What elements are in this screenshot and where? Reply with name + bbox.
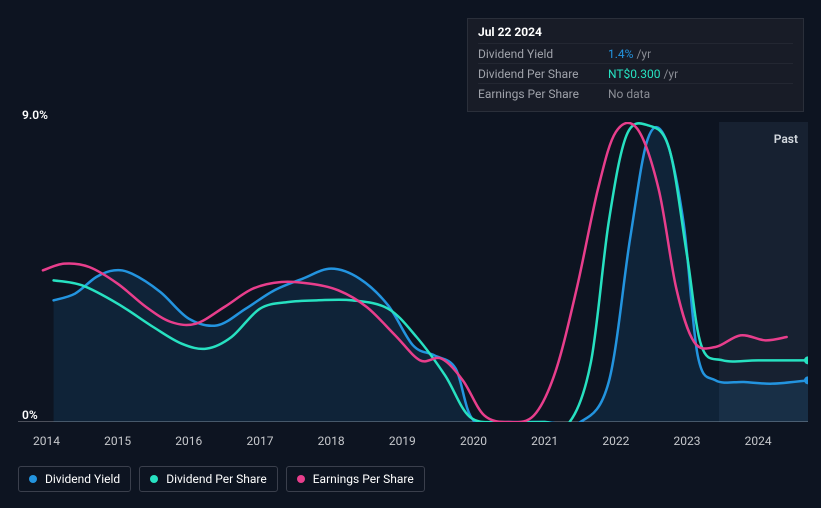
x-axis-tick-label: 2020 bbox=[460, 434, 487, 448]
tooltip-row: Dividend Yield1.4%/yr bbox=[478, 43, 793, 63]
tooltip-row-value: 1.4% bbox=[608, 45, 633, 63]
x-axis-tick-label: 2022 bbox=[602, 434, 629, 448]
tooltip-row-suffix: /yr bbox=[663, 65, 678, 83]
y-axis-tick-max: 9.0% bbox=[22, 108, 48, 122]
chart-tooltip: Jul 22 2024 Dividend Yield1.4%/yrDividen… bbox=[467, 18, 804, 112]
x-axis-tick-label: 2017 bbox=[246, 434, 273, 448]
x-axis-tick-label: 2018 bbox=[318, 434, 345, 448]
x-axis-tick-label: 2019 bbox=[389, 434, 416, 448]
legend-dot-icon bbox=[150, 475, 158, 483]
legend-dot-icon bbox=[29, 475, 37, 483]
tooltip-row-label: Dividend Yield bbox=[478, 45, 608, 63]
legend-item[interactable]: Dividend Per Share bbox=[139, 466, 278, 492]
tooltip-row-label: Dividend Per Share bbox=[478, 65, 608, 83]
legend-item[interactable]: Dividend Yield bbox=[18, 466, 131, 492]
x-axis-tick-label: 2015 bbox=[104, 434, 131, 448]
tooltip-row-label: Earnings Per Share bbox=[478, 85, 608, 103]
tooltip-row-value: No data bbox=[608, 85, 650, 103]
legend-item-label: Dividend Yield bbox=[45, 472, 120, 486]
tooltip-row: Earnings Per ShareNo data bbox=[478, 83, 793, 103]
line-chart bbox=[18, 122, 808, 422]
tooltip-row-value: NT$0.300 bbox=[608, 65, 660, 83]
x-axis-tick-label: 2024 bbox=[745, 434, 772, 448]
x-axis-tick-label: 2021 bbox=[531, 434, 558, 448]
legend-item[interactable]: Earnings Per Share bbox=[286, 466, 425, 492]
legend-item-label: Earnings Per Share bbox=[313, 472, 414, 486]
x-axis-tick-label: 2016 bbox=[175, 434, 202, 448]
legend-dot-icon bbox=[297, 475, 305, 483]
tooltip-row-suffix: /yr bbox=[636, 45, 651, 63]
legend-item-label: Dividend Per Share bbox=[166, 472, 267, 486]
x-axis-tick-label: 2014 bbox=[33, 434, 60, 448]
tooltip-row: Dividend Per ShareNT$0.300/yr bbox=[478, 63, 793, 83]
chart-legend: Dividend Yield Dividend Per Share Earnings… bbox=[18, 466, 425, 492]
tooltip-date: Jul 22 2024 bbox=[478, 25, 793, 39]
x-axis-tick-label: 2023 bbox=[674, 434, 701, 448]
